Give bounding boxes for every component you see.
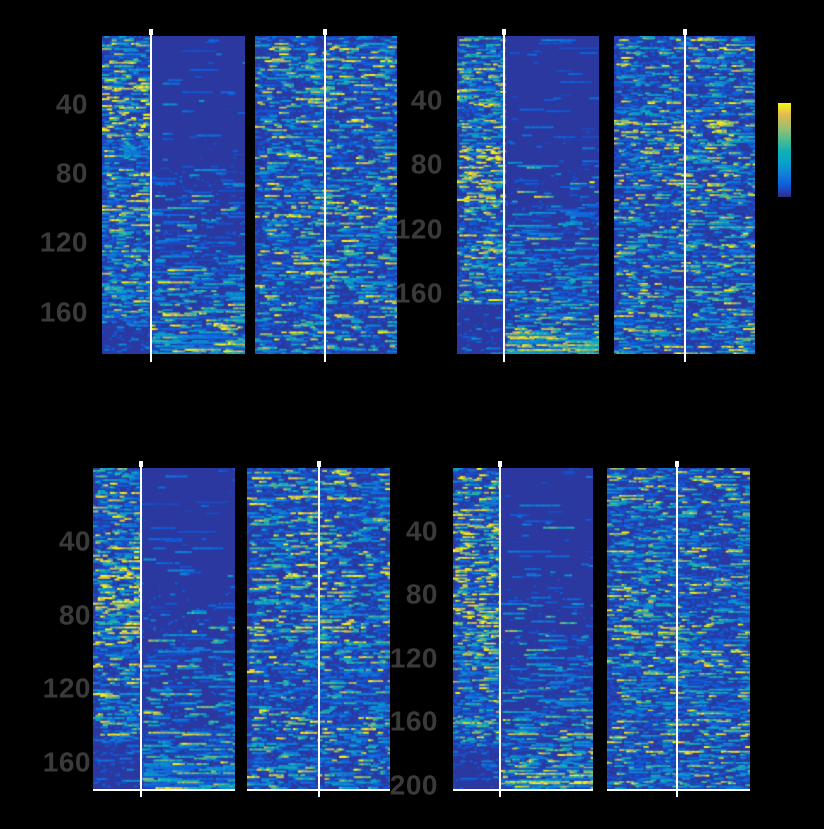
y-tick-label-bottom-right-160: 160	[389, 705, 438, 737]
y-tick-label-top-right-40: 40	[410, 84, 443, 116]
heatmap-panel-bottom-right-uniform	[607, 468, 750, 789]
y-tick-label-bottom-left-80: 80	[58, 599, 91, 631]
event-line	[317, 463, 320, 797]
event-line-top-tick	[502, 29, 506, 35]
y-tick-label-top-right-160: 160	[394, 277, 443, 309]
heatmap-panel-bottom-left-event_aligned	[93, 468, 235, 789]
y-tick-label-bottom-left-120: 120	[42, 672, 91, 704]
y-tick-label-bottom-right-40: 40	[405, 515, 438, 547]
y-tick-label-top-left-40: 40	[55, 88, 88, 120]
x-axis-line	[93, 789, 235, 791]
heatmap-panel-top-right-event_aligned	[457, 36, 599, 354]
event-line-top-tick	[316, 461, 321, 467]
x-axis-line	[453, 789, 593, 791]
event-line-top-tick	[675, 461, 680, 467]
y-tick-label-bottom-left-40: 40	[58, 525, 91, 557]
event-line-top-tick	[138, 461, 143, 467]
event-line	[499, 463, 502, 797]
heatmap-panel-top-left-uniform	[255, 36, 397, 354]
colorbar-gradient	[778, 103, 791, 197]
event-line-top-tick	[498, 461, 503, 467]
y-tick-label-bottom-right-200: 200	[389, 769, 438, 801]
event-line	[324, 31, 326, 362]
y-tick-label-bottom-right-80: 80	[405, 578, 438, 610]
x-axis-line	[247, 789, 390, 791]
y-tick-label-top-left-120: 120	[39, 226, 88, 258]
event-line	[676, 463, 679, 797]
event-line	[150, 31, 153, 362]
y-tick-label-top-left-80: 80	[55, 157, 88, 189]
event-line	[684, 31, 687, 362]
y-tick-label-bottom-left-160: 160	[42, 746, 91, 778]
event-line	[503, 31, 505, 362]
y-tick-label-top-left-160: 160	[39, 295, 88, 327]
heatmap-panel-top-left-event_aligned	[102, 36, 245, 354]
event-line-top-tick	[323, 29, 327, 35]
x-axis-line	[607, 789, 750, 791]
event-line-top-tick	[149, 29, 154, 35]
event-line-top-tick	[683, 29, 688, 35]
heatmap-panel-bottom-right-event_aligned	[453, 468, 593, 789]
y-tick-label-top-right-80: 80	[410, 148, 443, 180]
y-tick-label-top-right-120: 120	[394, 213, 443, 245]
event-line	[139, 463, 142, 797]
y-tick-label-bottom-right-120: 120	[389, 642, 438, 674]
